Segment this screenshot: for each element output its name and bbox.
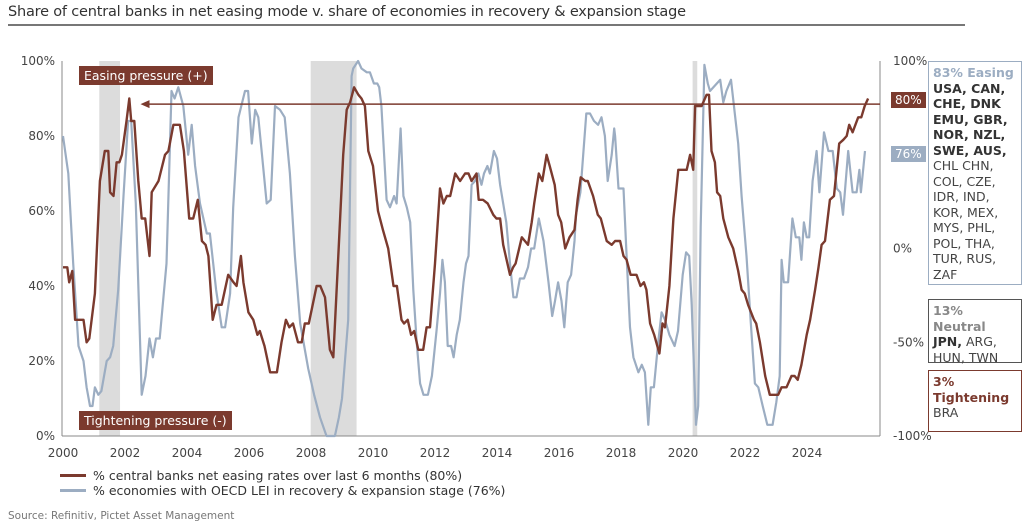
x-tick-label: 2000 <box>48 446 79 460</box>
grey-latest-value: 76% <box>891 146 926 162</box>
x-tick-label: 2022 <box>730 446 761 460</box>
brown-latest-value: 80% <box>891 92 926 108</box>
arrow-left-icon <box>140 100 150 109</box>
easing-box-header: 83% Easing <box>933 65 1014 80</box>
x-tick-label: 2008 <box>296 446 327 460</box>
easing-box: 83% Easing USA, CAN, CHE, DNK EMU, GBR, … <box>928 61 1022 285</box>
x-tick-label: 2012 <box>420 446 451 460</box>
y-tick-label-left: 80% <box>28 129 55 143</box>
neutral-box: 13% Neutral JPN, ARG, HUN, TWN <box>928 299 1022 365</box>
x-tick-label: 2018 <box>606 446 637 460</box>
easing-box-bold-countries: USA, CAN, CHE, DNK EMU, GBR, NOR, NZL, S… <box>933 80 1008 158</box>
neutral-box-header: 13% Neutral <box>933 303 986 334</box>
y-tick-label-left: 0% <box>36 429 55 443</box>
easing-box-countries: CHL CHN, COL, CZE, IDR, IND, KOR, MEX, M… <box>933 158 999 282</box>
title-divider <box>8 24 965 26</box>
reference-arrow <box>140 100 880 109</box>
y-tick-label-right: -100% <box>893 429 932 443</box>
legend-swatch-grey <box>60 489 86 492</box>
series-line-central-banks <box>63 86 870 396</box>
x-tick-label: 2014 <box>482 446 513 460</box>
shaded-periods <box>99 61 698 436</box>
neutral-box-countries: ARG, HUN, TWN <box>933 334 999 365</box>
x-tick-label: 2024 <box>792 446 823 460</box>
y-tick-label-left: 20% <box>28 354 55 368</box>
x-tick-label: 2016 <box>544 446 575 460</box>
legend-swatch-brown <box>60 474 86 477</box>
axes: 2000 2002 2004 2006 2008 2010 2012 2014 2016 2018… <box>21 54 932 460</box>
tightening-box-header: 3% Tightening <box>933 374 1010 405</box>
shaded-period <box>692 61 698 436</box>
tightening-box-countries: BRA <box>933 405 959 420</box>
legend-item-central-banks: % central banks net easing rates over la… <box>60 468 505 483</box>
legend-item-oecd-lei: % economies with OECD LEI in recovery & … <box>60 483 505 498</box>
legend-label: % economies with OECD LEI in recovery & … <box>93 483 506 498</box>
x-tick-label: 2002 <box>110 446 141 460</box>
x-tick-label: 2006 <box>234 446 265 460</box>
tightening-box: 3% Tightening BRA <box>928 370 1022 432</box>
easing-pressure-label: Easing pressure (+) <box>79 66 213 85</box>
series-line-oecd-lei <box>61 59 867 438</box>
source-note: Source: Refinitiv, Pictet Asset Manageme… <box>8 510 235 522</box>
y-tick-label-left: 60% <box>28 204 55 218</box>
series-lines <box>61 59 870 438</box>
x-tick-label: 2020 <box>668 446 699 460</box>
x-tick-label: 2004 <box>172 446 203 460</box>
x-tick-label: 2010 <box>358 446 389 460</box>
y-tick-label-right: 0% <box>893 242 912 256</box>
y-tick-label-right: 100% <box>893 54 927 68</box>
legend-label: % central banks net easing rates over la… <box>93 468 463 483</box>
legend: % central banks net easing rates over la… <box>60 468 505 498</box>
chart-title: Share of central banks in net easing mod… <box>8 4 686 20</box>
y-tick-label-left: 100% <box>21 54 55 68</box>
y-tick-label-left: 40% <box>28 279 55 293</box>
tightening-pressure-label: Tightening pressure (-) <box>79 411 232 430</box>
neutral-box-bold-countries: JPN, <box>933 334 963 349</box>
y-tick-label-right: -50% <box>893 335 924 349</box>
